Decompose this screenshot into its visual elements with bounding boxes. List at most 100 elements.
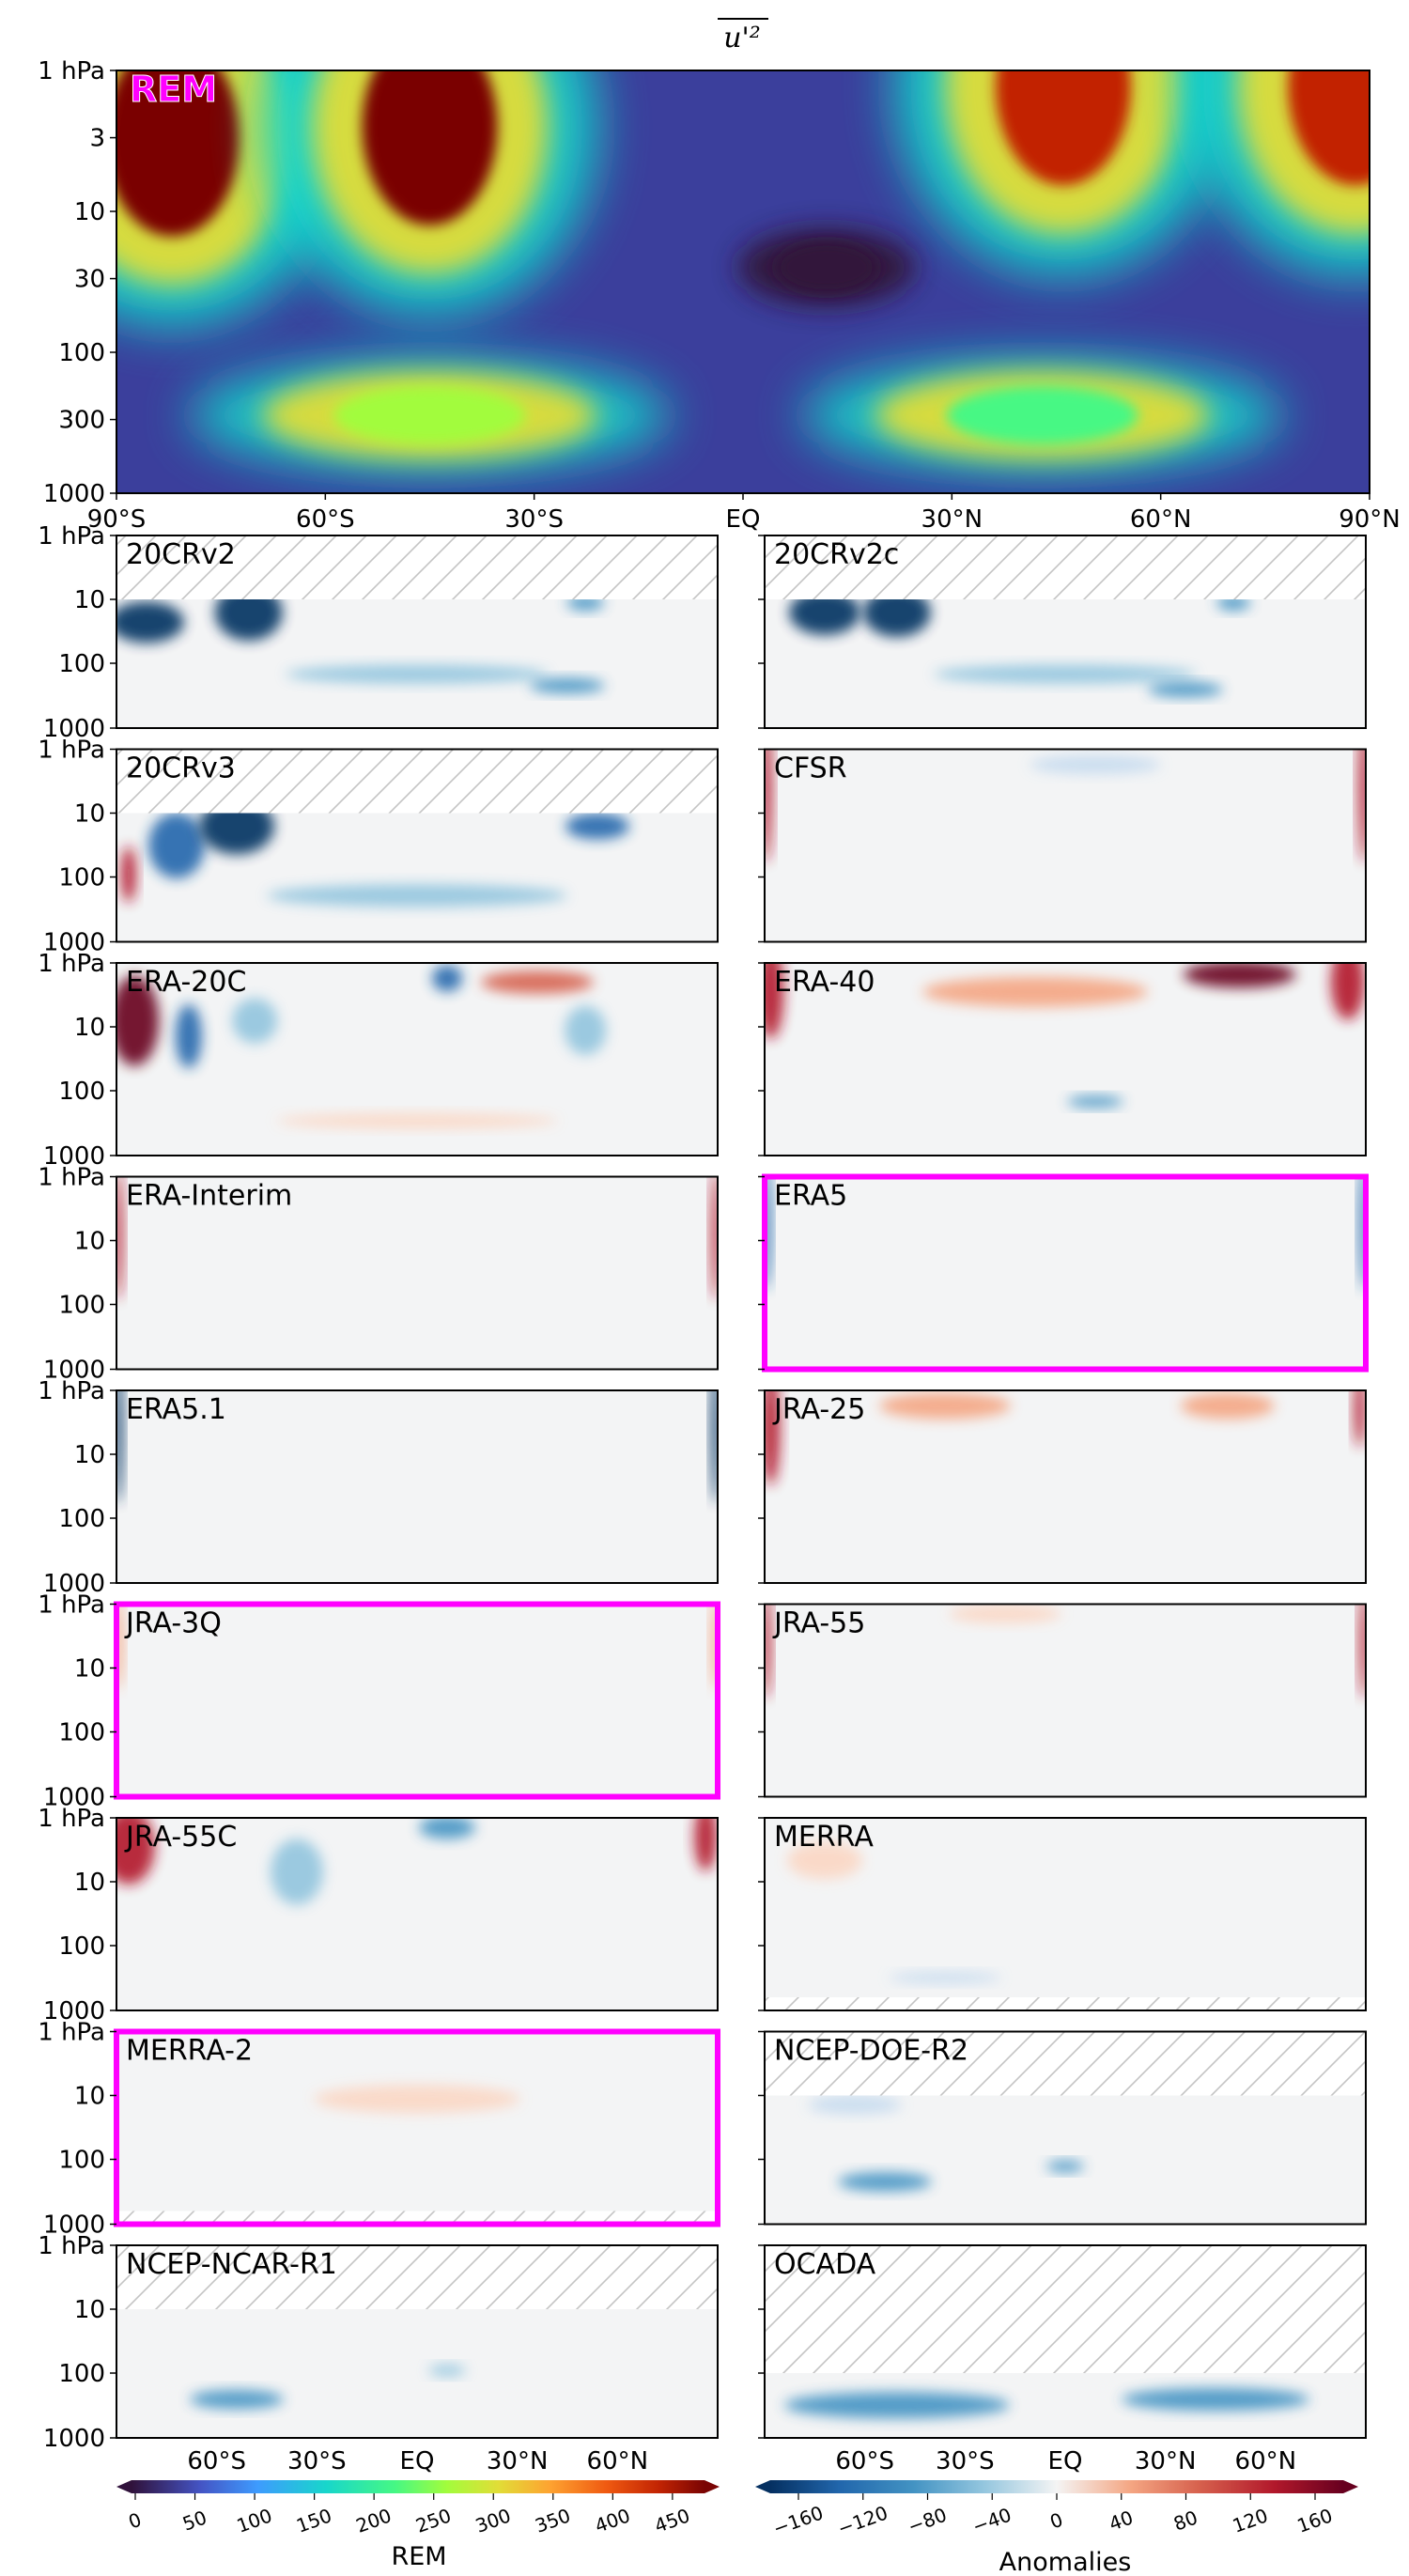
anomaly-colorbar-tick-label: −40 bbox=[969, 2504, 1014, 2538]
panel-anomaly-blob bbox=[116, 1390, 123, 1504]
rem-colorbar-lat-label: 60°N bbox=[587, 2447, 649, 2475]
anomaly-colorbar: −160 −120 −80 −40 0 40 80 120 160 Anomalies 60°S… bbox=[755, 2447, 1358, 2576]
panel-ytick-label: 100 bbox=[58, 2147, 105, 2175]
anomaly-colorbar-tick-label: −160 bbox=[770, 2501, 827, 2539]
panel-background bbox=[765, 1176, 1366, 1370]
panel-ytick-label: 100 bbox=[58, 1505, 105, 1533]
panel-missing-hatch bbox=[116, 2245, 718, 2309]
panel-era-interim: ERA-Interim 1 hPa 10 100 1000 bbox=[38, 1164, 719, 1385]
panel-anomaly-blob bbox=[838, 2172, 932, 2192]
panel-anomaly-blob bbox=[271, 1839, 323, 1905]
panel-anomaly-blob bbox=[711, 1176, 718, 1300]
panel-anomaly-blob bbox=[565, 813, 629, 840]
panel-title-jra-25: JRA-25 bbox=[772, 1393, 865, 1426]
panel-anomaly-blob bbox=[1183, 963, 1296, 988]
rem-ytick-label: 300 bbox=[58, 407, 105, 435]
panel-ytick-label: 1 hPa bbox=[38, 522, 105, 551]
panel-ytick-label: 1 hPa bbox=[38, 737, 105, 765]
panel-frame bbox=[116, 962, 719, 1156]
panel-title-ncep-doe-r2: NCEP-DOE-R2 bbox=[774, 2035, 968, 2068]
rem-panel: REM 1 hPa 3 10 30 100 300 1000 90°S 60°S 30°S EQ 3… bbox=[38, 57, 1401, 534]
panel-ytick-label: 1 hPa bbox=[38, 1805, 105, 1833]
rem-colorbar-tick-label: 200 bbox=[353, 2504, 395, 2537]
panel-ytick-label: 100 bbox=[58, 1292, 105, 1320]
panel-ytick-label: 10 bbox=[74, 1014, 105, 1042]
panel-frame bbox=[116, 1817, 719, 2011]
panel-ytick-label: 1 hPa bbox=[38, 2232, 105, 2260]
panel-field-era-20c bbox=[116, 963, 718, 1156]
panel-field-20crv3 bbox=[116, 749, 718, 942]
rem-colorbar-tick-label: 250 bbox=[412, 2504, 454, 2537]
panel-20crv3: 20CRv3 1 hPa 10 100 1000 bbox=[38, 737, 719, 957]
rem-xtick-label: 90°N bbox=[1339, 505, 1401, 534]
panel-ytick-label: 10 bbox=[74, 586, 105, 614]
panel-anomaly-blob bbox=[116, 1818, 155, 1885]
panel-anomaly-blob bbox=[711, 1390, 718, 1504]
panel-missing-hatch-bottom bbox=[116, 2211, 718, 2225]
panel-field-ocada bbox=[765, 2245, 1366, 2438]
panel-ncep-doe-r2: NCEP-DOE-R2 bbox=[758, 2030, 1367, 2226]
panel-merra: MERRA bbox=[758, 1817, 1367, 2011]
panel-frame bbox=[764, 1389, 1367, 1584]
rem-colorbar-lat-label: 30°N bbox=[487, 2447, 549, 2475]
rem-colorbar-tick-label: 350 bbox=[532, 2504, 573, 2537]
panel-ytick-label: 1 hPa bbox=[38, 1591, 105, 1620]
figure-title: u'² bbox=[723, 22, 761, 54]
panel-missing-hatch bbox=[116, 749, 718, 814]
panel-title-20crv3: 20CRv3 bbox=[126, 753, 236, 785]
panel-ytick-label: 1000 bbox=[43, 1357, 105, 1385]
panel-title-jra-3q: JRA-3Q bbox=[124, 1607, 222, 1640]
panel-cfsr: CFSR bbox=[758, 748, 1367, 943]
rem-colorbar-extend-high bbox=[704, 2480, 720, 2493]
panel-merra-2: MERRA-2 1 hPa 10 100 1000 bbox=[38, 2019, 720, 2240]
panel-ytick-label: 1000 bbox=[43, 929, 105, 957]
anomaly-colorbar-tick-label: 40 bbox=[1106, 2506, 1136, 2535]
panel-title-era5-1: ERA5.1 bbox=[126, 1393, 226, 1426]
anomaly-colorbar-label: Anomalies bbox=[999, 2548, 1132, 2576]
rem-blob-core-0 bbox=[116, 70, 240, 237]
panel-anomaly-blob bbox=[949, 1604, 1061, 1623]
panel-anomaly-blob bbox=[787, 1841, 862, 1880]
panel-missing-hatch bbox=[765, 2245, 1366, 2373]
panel-title-20crv2c: 20CRv2c bbox=[774, 538, 899, 571]
panel-background bbox=[765, 1604, 1366, 1797]
panel-background bbox=[116, 1604, 718, 1797]
panel-anomaly-blob bbox=[116, 601, 184, 644]
panel-title-20crv2: 20CRv2 bbox=[126, 538, 236, 571]
panel-anomaly-blob bbox=[765, 963, 784, 1039]
panel-field-era5-1 bbox=[116, 1390, 718, 1583]
panel-field-jra-3q bbox=[116, 1604, 718, 1797]
panel-frame bbox=[764, 1817, 1367, 2011]
panel-era-40: ERA-40 bbox=[758, 962, 1367, 1156]
panel-anomaly-blob bbox=[1046, 2161, 1084, 2172]
rem-colorbar-tick-label: 50 bbox=[179, 2506, 209, 2535]
panel-ytick-label: 100 bbox=[58, 1078, 105, 1106]
panel-anomaly-blob bbox=[889, 1972, 1001, 1984]
panel-ytick-label: 1000 bbox=[43, 2211, 105, 2240]
panel-anomaly-blob bbox=[808, 2095, 902, 2115]
panel-anomaly-blob bbox=[120, 846, 136, 903]
panel-era-20c: ERA-20C 1 hPa 10 100 1000 bbox=[38, 950, 719, 1171]
panel-jra-55: JRA-55 bbox=[758, 1603, 1367, 1798]
panel-ytick-label: 1000 bbox=[43, 1570, 105, 1598]
panel-background bbox=[765, 749, 1366, 942]
panel-frame bbox=[116, 2244, 719, 2439]
panel-field-ncep-doe-r2 bbox=[765, 2031, 1366, 2225]
rem-ytick-label: 100 bbox=[58, 339, 105, 367]
rem-colorbar-lat-label: EQ bbox=[400, 2447, 435, 2475]
panel-anomaly-blob bbox=[1358, 749, 1366, 863]
panel-ytick-label: 1000 bbox=[43, 715, 105, 743]
panel-title-era5: ERA5 bbox=[774, 1180, 847, 1213]
rem-blob-core-3 bbox=[1288, 70, 1370, 186]
panel-frame bbox=[116, 748, 719, 943]
rem-blob-core-6 bbox=[775, 241, 877, 294]
rem-ytick-label: 30 bbox=[74, 266, 105, 294]
rem-panel-label: REM bbox=[130, 69, 217, 110]
panel-anomaly-blob bbox=[934, 664, 1197, 684]
panel-field-jra-55c bbox=[116, 1818, 718, 2010]
panel-anomaly-blob bbox=[1354, 1390, 1366, 1448]
rem-blob-core-1 bbox=[362, 70, 498, 225]
rem-blob-core-5 bbox=[946, 385, 1138, 445]
